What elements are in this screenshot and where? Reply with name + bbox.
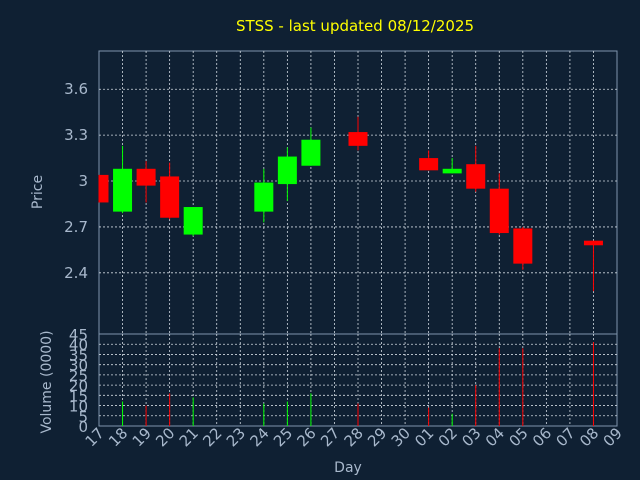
- price-tick-label: 3.6: [64, 80, 88, 98]
- volume-tick-label: 35: [69, 346, 88, 364]
- candle-body: [583, 240, 603, 246]
- x-tick-label: 18: [105, 424, 131, 450]
- x-tick-label: 02: [435, 424, 461, 450]
- candle-body: [489, 188, 509, 234]
- x-tick-label: 28: [341, 424, 367, 450]
- candle: [419, 150, 439, 171]
- candle-body: [254, 182, 274, 212]
- x-tick-label: 03: [458, 424, 484, 450]
- x-tick-label: 08: [576, 424, 602, 450]
- x-axis-label: Day: [334, 460, 362, 476]
- volume-bars: [122, 342, 594, 426]
- price-axis-label: Price: [30, 175, 46, 209]
- candle-body: [348, 132, 368, 146]
- volume-tick-label: 40: [69, 336, 88, 354]
- candle: [301, 127, 321, 166]
- candle-body: [277, 156, 297, 185]
- x-tick-label: 24: [246, 424, 272, 450]
- price-tick-label: 2.4: [64, 264, 88, 282]
- candle-body: [513, 228, 533, 264]
- candle: [183, 207, 203, 237]
- x-tick-label: 29: [364, 424, 390, 450]
- candle-body: [419, 158, 439, 171]
- candle: [160, 162, 180, 220]
- candle-body: [183, 207, 203, 235]
- candles: [98, 116, 603, 292]
- volume-axis-label: Volume (0000): [39, 330, 55, 433]
- candle-body: [442, 168, 462, 174]
- x-tick-label: 23: [223, 424, 249, 450]
- price-tick-label: 3.3: [64, 126, 88, 144]
- candle: [348, 116, 368, 151]
- candle-body: [466, 164, 486, 189]
- candle-body: [136, 168, 156, 186]
- price-tick-label: 3: [78, 172, 88, 190]
- candle: [489, 173, 509, 235]
- x-tick-label: 04: [482, 424, 508, 450]
- x-tick-label: 09: [600, 424, 626, 450]
- x-tick-label: 06: [529, 424, 555, 450]
- candle-body: [160, 176, 180, 218]
- candle: [583, 240, 603, 292]
- candle-body: [99, 174, 109, 203]
- candle: [442, 158, 462, 174]
- volume-tick-label: 30: [69, 357, 88, 375]
- x-tick-label: 27: [317, 424, 343, 450]
- volume-tick-label: 0: [78, 418, 88, 436]
- x-tick-label: 21: [176, 424, 202, 450]
- candle-body: [113, 168, 133, 212]
- candle: [113, 145, 133, 214]
- price-y-ticks: 2.4 2.7 3 3.3 3.6: [64, 80, 88, 282]
- candle: [513, 226, 533, 270]
- chart-title: STSS - last updated 08/12/2025: [236, 17, 474, 35]
- candle: [136, 161, 156, 203]
- volume-tick-label: 45: [69, 326, 88, 344]
- price-tick-label: 2.7: [64, 218, 88, 236]
- x-tick-label: 25: [270, 424, 296, 450]
- x-tick-label: 05: [505, 424, 531, 450]
- x-tick-label: 26: [294, 424, 320, 450]
- x-tick-label: 20: [152, 424, 178, 450]
- x-tick-label: 01: [411, 424, 437, 450]
- volume-tick-label: 5: [78, 408, 88, 426]
- x-tick-label: 19: [129, 424, 155, 450]
- volume-tick-label: 25: [69, 367, 88, 385]
- candle-body: [301, 139, 321, 166]
- price-panel: 2.4 2.7 3 3.3 3.6 Price: [30, 50, 618, 335]
- candle: [254, 168, 274, 223]
- x-tick-label: 22: [199, 424, 225, 450]
- candle: [98, 174, 109, 203]
- volume-tick-label: 20: [69, 377, 88, 395]
- candle: [466, 145, 486, 192]
- x-tick-label: 30: [388, 424, 414, 450]
- x-tick-label: 07: [553, 424, 579, 450]
- volume-tick-label: 10: [69, 398, 88, 416]
- candle: [277, 147, 297, 201]
- x-ticks: 1718192021222324252627282930010203040506…: [82, 424, 626, 450]
- volume-tick-label: 15: [69, 387, 88, 405]
